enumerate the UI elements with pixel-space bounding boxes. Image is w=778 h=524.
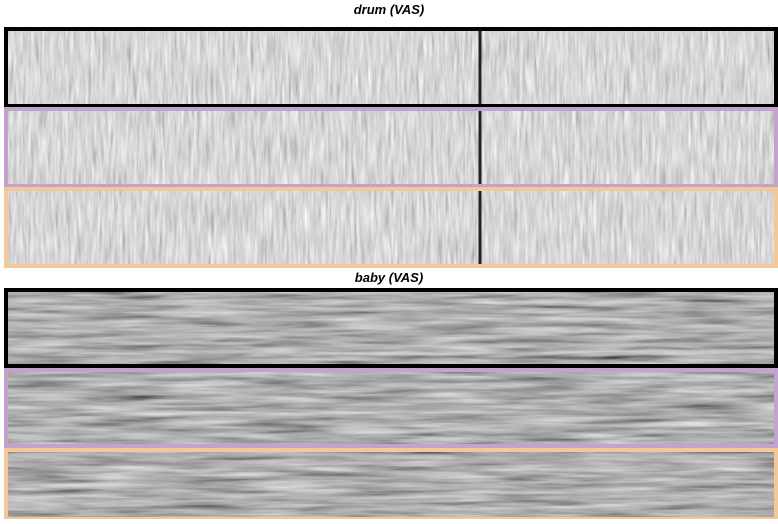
figure: drum (VAS) baby (VAS) <box>0 0 778 519</box>
page: drum (VAS) baby (VAS) (() => { const dat… <box>0 0 778 519</box>
baby-panels <box>6 290 776 519</box>
spectrogram <box>8 31 774 104</box>
spectrogram <box>8 111 774 184</box>
spectrogram <box>8 191 774 264</box>
section-title: drum (VAS) <box>354 2 425 17</box>
spectrogram <box>8 452 774 517</box>
spectrogram <box>8 292 774 364</box>
drum-panels <box>6 29 776 266</box>
spectrogram <box>8 372 774 444</box>
section-title: baby (VAS) <box>355 270 423 285</box>
